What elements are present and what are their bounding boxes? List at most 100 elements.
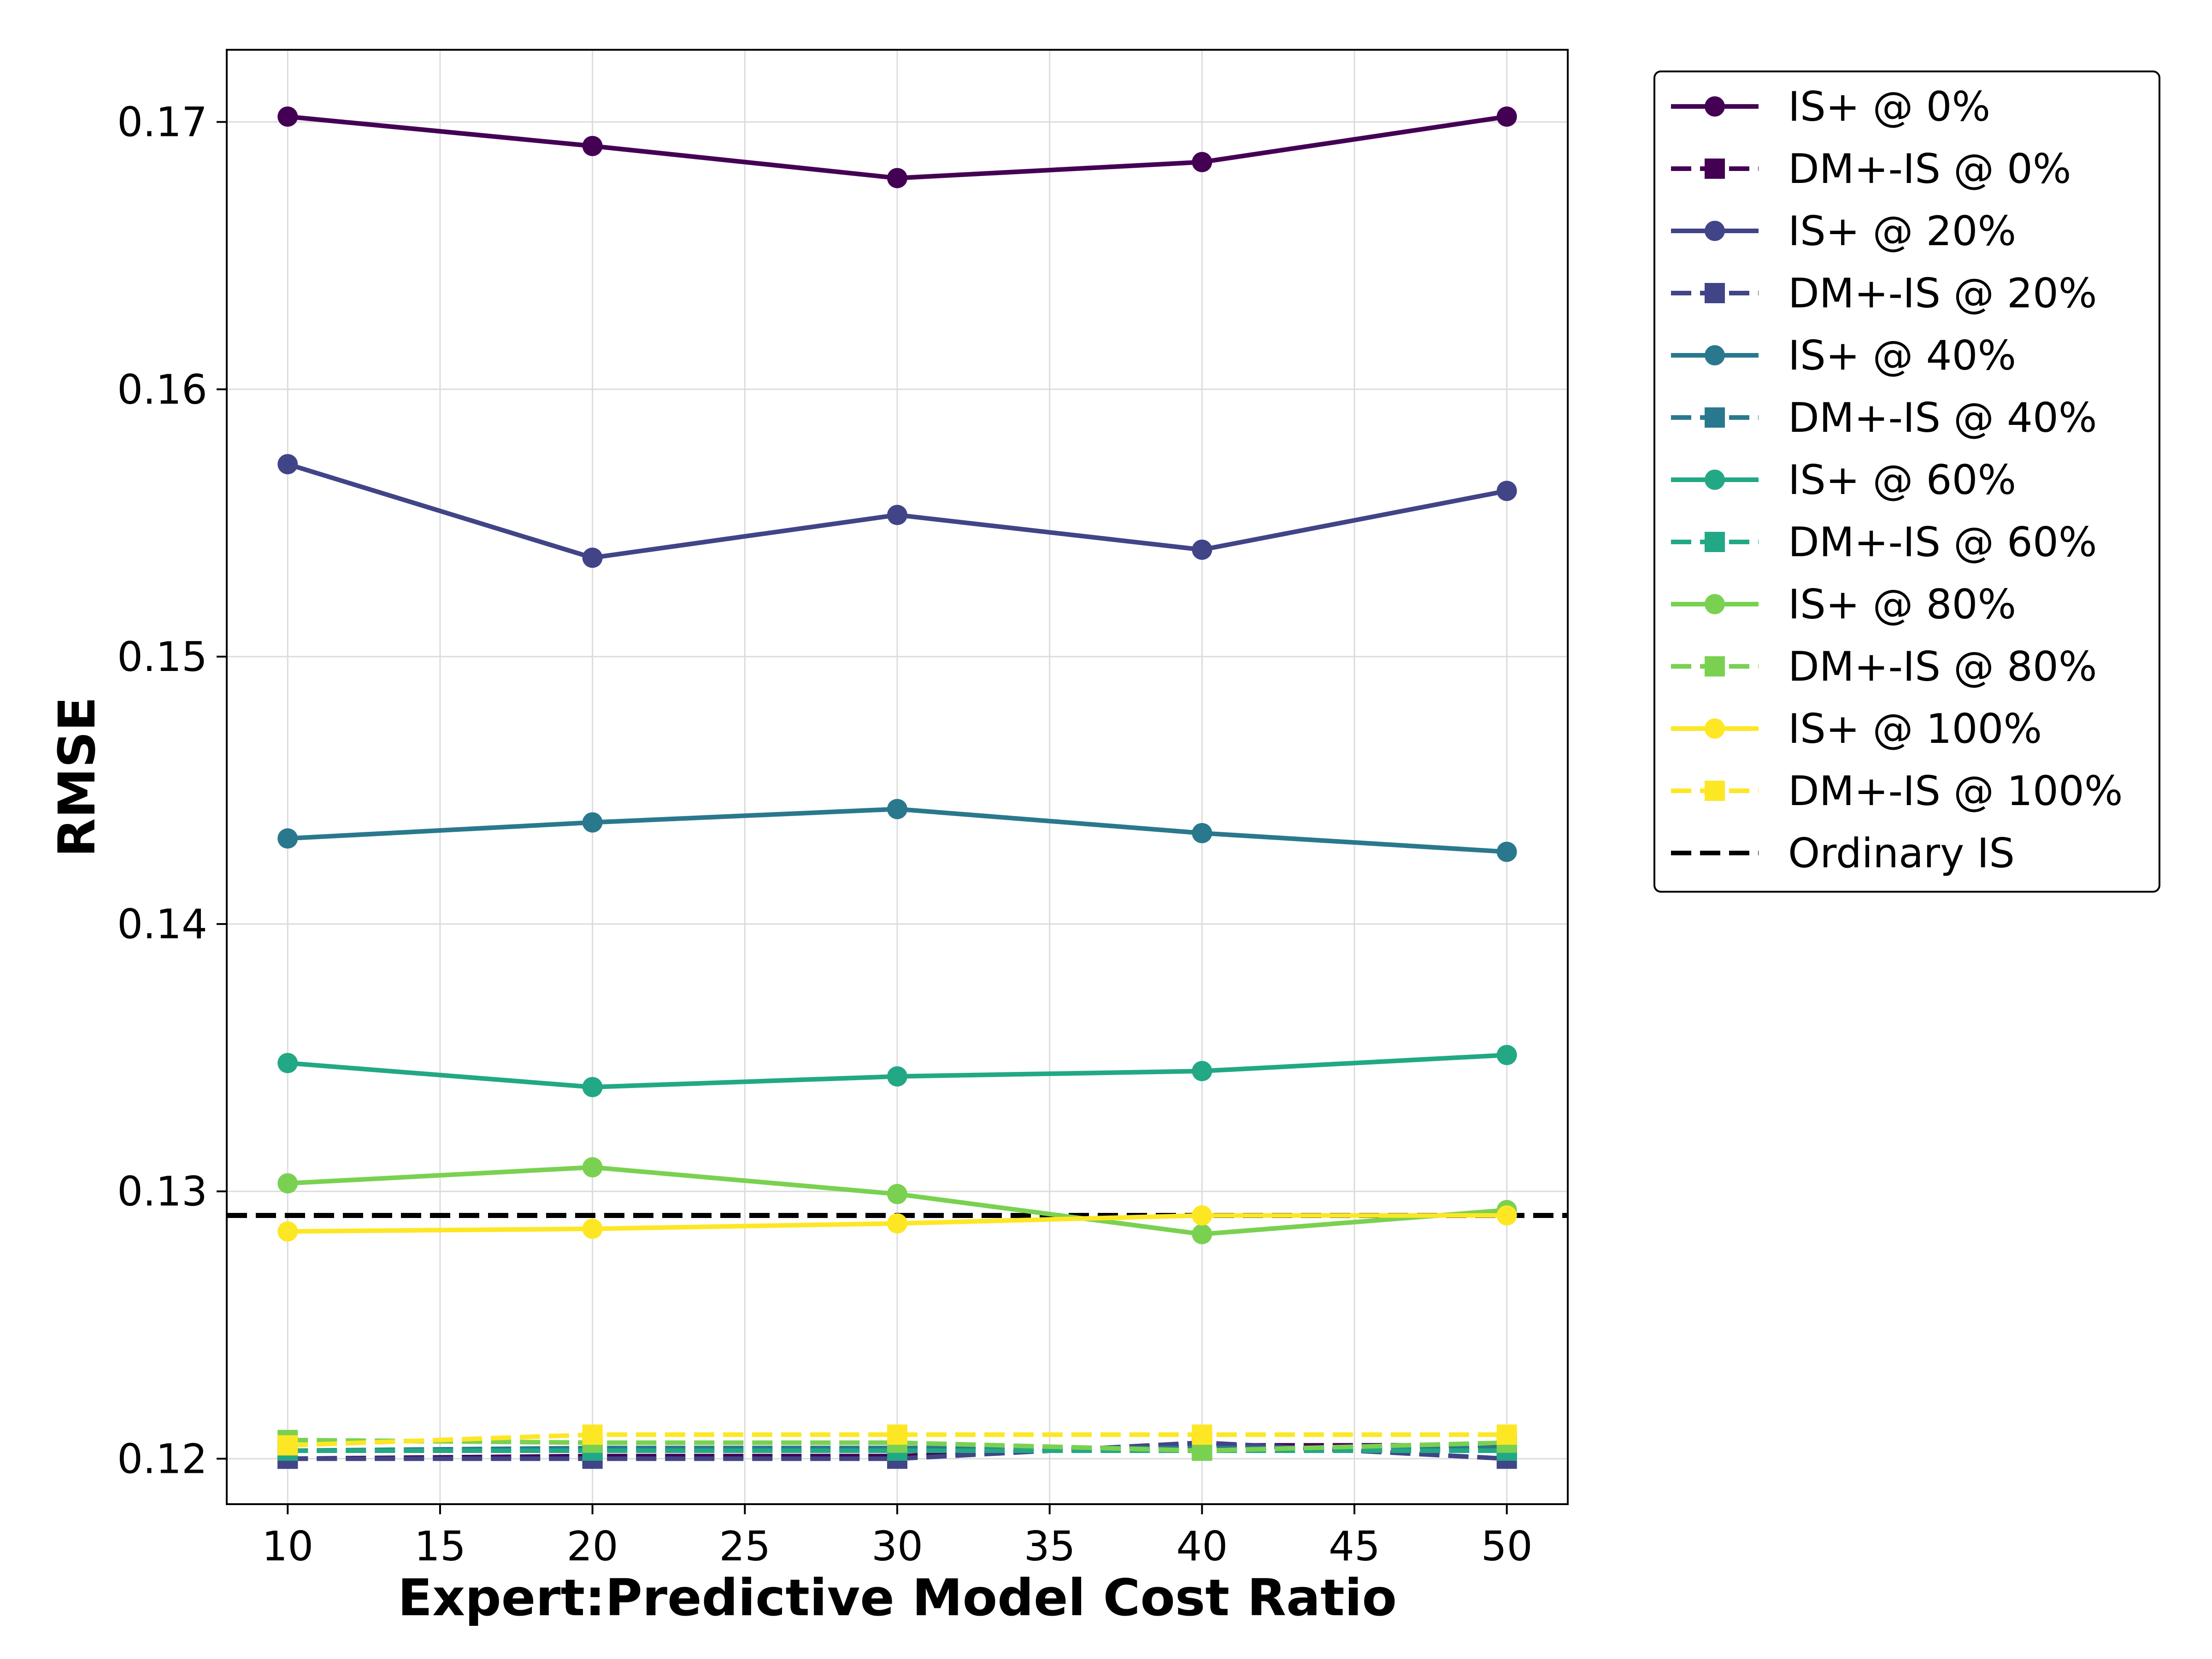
legend-item: Ordinary IS xyxy=(1671,830,2015,877)
x-tick-label: 10 xyxy=(262,1523,313,1570)
legend-label: Ordinary IS xyxy=(1788,830,2015,877)
legend-label: DM+-IS @ 60% xyxy=(1788,518,2097,566)
legend-label: IS+ @ 40% xyxy=(1788,332,2016,379)
legend-label: DM+-IS @ 80% xyxy=(1788,643,2097,690)
data-point xyxy=(582,1157,603,1178)
legend-marker xyxy=(1705,283,1725,303)
legend-marker xyxy=(1705,470,1725,490)
x-tick-label: 35 xyxy=(1024,1523,1076,1570)
x-tick-label: 50 xyxy=(1481,1523,1533,1570)
y-axis-ticks: 0.12 0.13 0.14 0.15 0.16 0.17 xyxy=(117,99,227,1483)
legend-label: IS+ @ 60% xyxy=(1788,456,2016,504)
legend-marker xyxy=(1705,407,1725,428)
data-point xyxy=(887,505,907,525)
y-tick-label: 0.13 xyxy=(117,1168,207,1215)
data-point xyxy=(582,1218,603,1239)
data-point xyxy=(277,106,298,127)
data-point xyxy=(887,1066,907,1087)
data-point xyxy=(1192,539,1212,560)
legend-marker xyxy=(1705,718,1725,739)
x-axis-title: Expert:Predictive Model Cost Ratio xyxy=(398,1568,1397,1627)
data-point xyxy=(1192,1205,1212,1226)
data-point xyxy=(887,168,907,188)
data-point xyxy=(582,135,603,156)
data-point xyxy=(1192,823,1212,843)
legend-item: DM+-IS @ 20% xyxy=(1671,270,2097,317)
data-point xyxy=(1192,152,1212,172)
series-layer xyxy=(277,106,1517,1469)
data-point xyxy=(1496,1205,1517,1226)
x-tick-label: 15 xyxy=(414,1523,466,1570)
legend-marker xyxy=(1705,345,1725,365)
legend-item: IS+ @ 20% xyxy=(1671,207,2016,255)
data-point xyxy=(887,1424,907,1445)
data-point xyxy=(277,1435,298,1456)
series-4 xyxy=(277,799,1517,862)
data-point xyxy=(582,547,603,568)
legend-item: IS+ @ 80% xyxy=(1671,581,2016,628)
legend-marker xyxy=(1705,656,1725,677)
legend-label: DM+-IS @ 100% xyxy=(1788,767,2123,815)
data-point xyxy=(1496,481,1517,501)
data-point xyxy=(1192,1424,1212,1445)
data-point xyxy=(1496,1424,1517,1445)
y-tick-label: 0.12 xyxy=(117,1435,207,1483)
legend-label: IS+ @ 20% xyxy=(1788,207,2016,255)
data-point xyxy=(582,1424,603,1445)
series-2 xyxy=(277,454,1517,568)
legend-item: DM+-IS @ 100% xyxy=(1671,767,2123,815)
x-tick-label: 30 xyxy=(871,1523,923,1570)
series-11 xyxy=(277,1424,1517,1456)
legend-marker xyxy=(1705,781,1725,801)
data-point xyxy=(887,799,907,819)
data-point xyxy=(887,1213,907,1234)
x-tick-label: 40 xyxy=(1176,1523,1228,1570)
data-point xyxy=(277,1053,298,1073)
data-point xyxy=(1496,106,1517,127)
legend-label: IS+ @ 100% xyxy=(1788,705,2042,753)
x-axis-ticks: 10 15 20 25 30 35 40 45 50 xyxy=(262,1504,1533,1570)
legend-item: IS+ @ 40% xyxy=(1671,332,2016,379)
series-10 xyxy=(277,1205,1517,1242)
x-tick-label: 45 xyxy=(1329,1523,1380,1570)
data-point xyxy=(1192,1224,1212,1245)
data-point xyxy=(1496,841,1517,862)
legend-label: DM+-IS @ 0% xyxy=(1788,145,2071,193)
y-axis-title: RMSE xyxy=(47,697,106,858)
y-tick-label: 0.17 xyxy=(117,99,207,146)
legend: IS+ @ 0% DM+-IS @ 0% IS+ @ 20% DM+-IS @ 20%… xyxy=(1653,71,2160,893)
legend-label: IS+ @ 0% xyxy=(1788,83,1990,130)
legend-marker xyxy=(1705,159,1725,179)
data-point xyxy=(277,828,298,849)
legend-marker xyxy=(1705,594,1725,614)
x-tick-label: 25 xyxy=(719,1523,771,1570)
series-8 xyxy=(277,1157,1517,1245)
legend-label: DM+-IS @ 40% xyxy=(1788,394,2097,441)
legend-label: IS+ @ 80% xyxy=(1788,581,2016,628)
y-tick-label: 0.15 xyxy=(117,633,207,681)
series-line xyxy=(288,1440,1507,1461)
data-point xyxy=(887,1184,907,1205)
legend-item: IS+ @ 100% xyxy=(1671,705,2042,753)
legend-item: DM+-IS @ 40% xyxy=(1671,394,2097,441)
data-point xyxy=(277,1173,298,1194)
data-point xyxy=(1192,1061,1212,1082)
series-6 xyxy=(277,1045,1517,1097)
series-0 xyxy=(277,106,1517,188)
data-point xyxy=(582,812,603,833)
legend-marker xyxy=(1705,221,1725,241)
legend-item: DM+-IS @ 60% xyxy=(1671,518,2097,566)
legend-marker xyxy=(1705,532,1725,552)
legend-label: DM+-IS @ 20% xyxy=(1788,270,2097,317)
data-point xyxy=(277,1221,298,1242)
legend-item: IS+ @ 0% xyxy=(1671,83,1990,130)
y-tick-label: 0.16 xyxy=(117,366,207,413)
legend-item: IS+ @ 60% xyxy=(1671,456,2016,504)
x-tick-label: 20 xyxy=(567,1523,618,1570)
legend-box xyxy=(1653,71,2160,893)
y-tick-label: 0.14 xyxy=(117,900,207,948)
legend-item: DM+-IS @ 0% xyxy=(1671,145,2071,193)
data-point xyxy=(277,454,298,475)
data-point xyxy=(582,1077,603,1097)
